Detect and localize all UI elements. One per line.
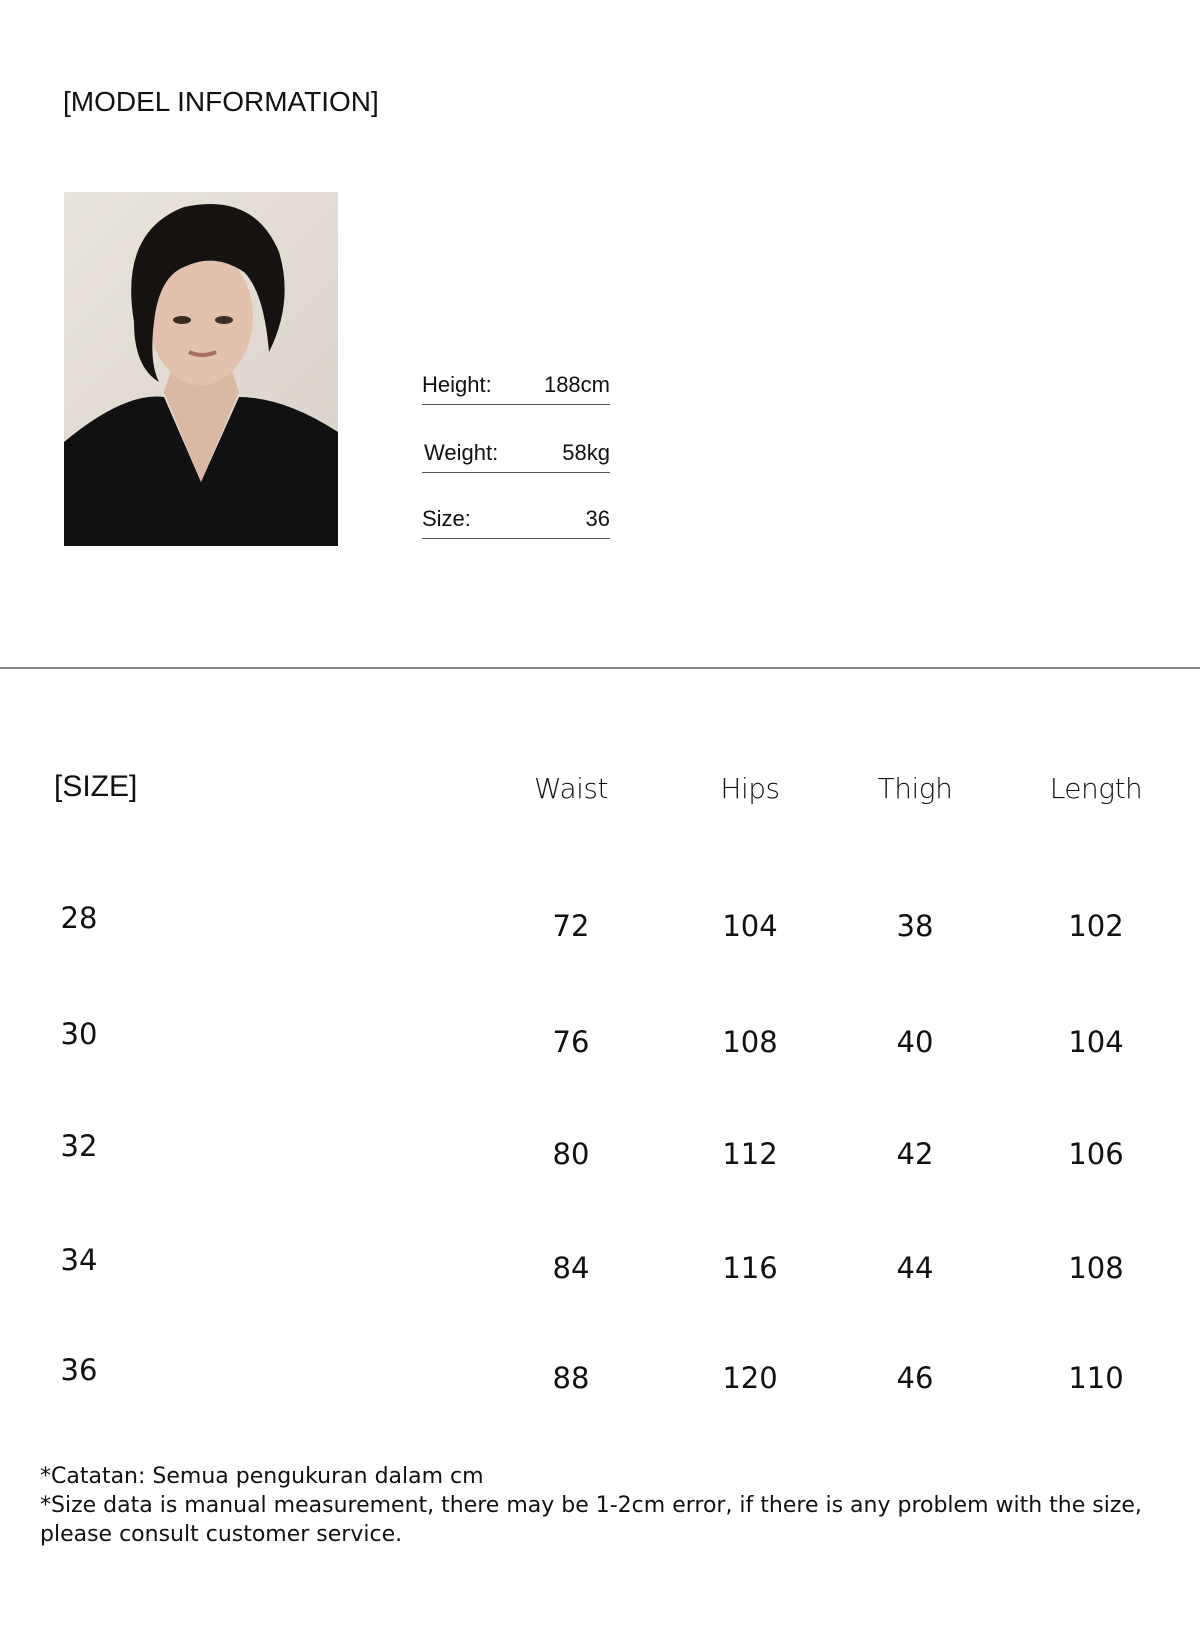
- measurement-cell: 116: [722, 1251, 778, 1285]
- column-header-hips: Hips: [720, 772, 780, 805]
- size-cell: 34: [60, 1243, 98, 1277]
- column-header-waist: Waist: [534, 772, 608, 805]
- measurement-cell: 106: [1068, 1137, 1124, 1171]
- model-photo: [64, 192, 338, 546]
- measurement-cell: 108: [722, 1025, 778, 1059]
- model-info-title: [MODEL INFORMATION]: [63, 86, 379, 117]
- size-cell: 30: [60, 1017, 98, 1051]
- measurement-cell: 40: [896, 1025, 934, 1059]
- measurement-cell: 46: [896, 1361, 934, 1395]
- measurement-cell: 112: [722, 1137, 778, 1171]
- model-weight-row: Weight: 58kg: [422, 440, 610, 473]
- measurement-cell: 42: [896, 1137, 934, 1171]
- column-header-thigh: Thigh: [877, 772, 953, 805]
- note-line: *Catatan: Semua pengukuran dalam cm: [40, 1464, 484, 1489]
- size-cell: 28: [60, 901, 98, 935]
- section-divider: [0, 667, 1200, 669]
- height-value: 188cm: [543, 372, 610, 397]
- measurement-cell: 72: [552, 909, 590, 943]
- column-header-length: Length: [1049, 772, 1143, 805]
- size-value: 36: [585, 506, 610, 531]
- size-table-title: [SIZE]: [54, 770, 138, 803]
- measurement-cell: 76: [552, 1025, 590, 1059]
- measurement-cell: 80: [552, 1137, 590, 1171]
- size-cell: 32: [60, 1129, 98, 1163]
- measurement-cell: 44: [896, 1251, 934, 1285]
- note-line: please consult customer service.: [40, 1522, 403, 1547]
- measurement-cell: 104: [1068, 1025, 1124, 1059]
- measurement-cell: 120: [722, 1361, 778, 1395]
- size-cell: 36: [60, 1353, 98, 1387]
- measurement-cell: 84: [552, 1251, 590, 1285]
- measurement-cell: 110: [1068, 1361, 1124, 1395]
- measurement-cell: 102: [1068, 909, 1124, 943]
- size-label: Size:: [422, 506, 471, 531]
- model-height-row: Height: 188cm: [422, 372, 610, 405]
- measurement-cell: 108: [1068, 1251, 1124, 1285]
- model-size-row: Size: 36: [422, 506, 610, 539]
- measurement-cell: 104: [722, 909, 778, 943]
- note-line: *Size data is manual measurement, there …: [40, 1493, 1142, 1518]
- notes: *Catatan: Semua pengukuran dalam cm *Siz…: [40, 1462, 1142, 1549]
- weight-value: 58kg: [562, 440, 610, 465]
- height-label: Height:: [422, 372, 492, 397]
- measurement-cell: 38: [896, 909, 934, 943]
- weight-label: Weight:: [424, 440, 499, 465]
- measurement-cell: 88: [552, 1361, 590, 1395]
